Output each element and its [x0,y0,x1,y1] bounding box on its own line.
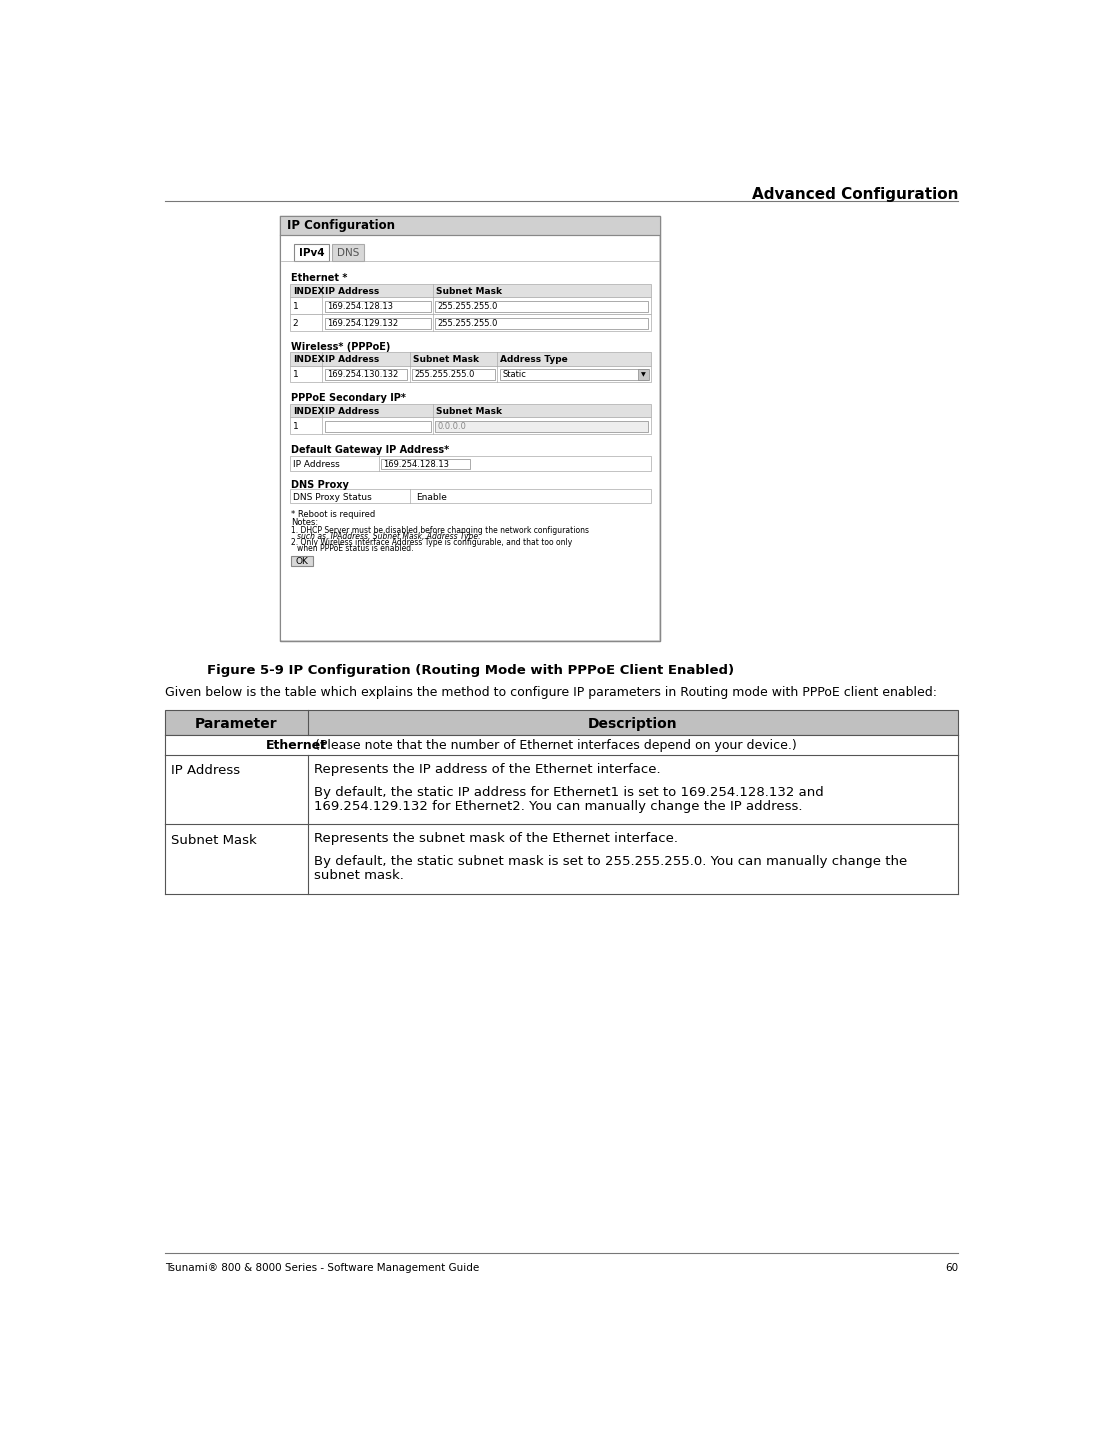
Text: INDEX: INDEX [293,407,324,416]
Bar [289,353,651,366]
Text: Ethernet *: Ethernet * [292,273,347,283]
Text: Represents the subnet mask of the Ethernet interface.: Represents the subnet mask of the Ethern… [313,832,677,845]
Text: Represents the IP address of the Ethernet interface.: Represents the IP address of the Etherne… [313,763,660,776]
Bar [281,216,660,642]
Bar [289,284,651,297]
Text: 1. DHCP Server must be disabled before changing the network configurations: 1. DHCP Server must be disabled before c… [292,526,590,534]
Text: Subnet Mask: Subnet Mask [436,407,502,416]
Text: 255.255.255.0: 255.255.255.0 [437,319,498,327]
Bar [289,490,651,503]
Bar [324,422,431,432]
Text: Subnet Mask: Subnet Mask [436,287,502,296]
Text: Notes:: Notes: [292,517,318,527]
Text: PPPoE Secondary IP*: PPPoE Secondary IP* [292,393,407,403]
Text: 169.254.129.132 for Ethernet2. You can manually change the IP address.: 169.254.129.132 for Ethernet2. You can m… [313,800,802,813]
Bar [435,302,649,312]
Text: Default Gateway IP Address*: Default Gateway IP Address* [292,444,449,454]
Text: 169.254.130.132: 169.254.130.132 [327,370,398,379]
Text: Figure 5-9 IP Configuration (Routing Mode with PPPoE Client Enabled): Figure 5-9 IP Configuration (Routing Mod… [207,664,734,677]
Bar [289,366,651,383]
Bar [292,556,313,566]
Text: 255.255.255.0: 255.255.255.0 [414,370,475,379]
Text: ▼: ▼ [641,373,647,377]
Text: Subnet Mask: Subnet Mask [413,356,479,364]
Bar [164,755,959,825]
Text: 169.254.128.13: 169.254.128.13 [327,302,392,310]
Text: * Reboot is required: * Reboot is required [292,510,376,519]
Text: IPv4: IPv4 [298,249,324,259]
Text: 2: 2 [293,319,298,327]
Bar [435,422,649,432]
Bar [282,234,660,640]
Text: DNS Proxy: DNS Proxy [292,480,350,490]
Text: Enable: Enable [416,493,447,502]
Bar [324,317,431,329]
Text: Ethernet (Please note that the number of Ethernet interfaces depend on your devi: Ethernet (Please note that the number of… [292,739,832,753]
Bar [289,297,651,314]
Bar [381,460,470,469]
Text: 0.0.0.0: 0.0.0.0 [437,422,467,432]
Text: IP Address: IP Address [171,765,240,777]
Bar [281,216,660,234]
Text: Subnet Mask: Subnet Mask [171,833,256,846]
Text: Static: Static [502,370,526,379]
Text: 1: 1 [293,302,298,310]
Text: Wireless* (PPPoE): Wireless* (PPPoE) [292,342,390,352]
Bar [324,369,408,380]
Text: 255.255.255.0: 255.255.255.0 [437,302,498,310]
Bar [289,314,651,332]
Text: IP Configuration: IP Configuration [286,219,395,231]
Text: such as   IPAddress, Subnet Mask, Address Type.: such as IPAddress, Subnet Mask, Address … [297,532,481,540]
Text: DNS Proxy Status: DNS Proxy Status [293,493,372,502]
Text: 169.254.129.132: 169.254.129.132 [327,319,398,327]
Text: 60: 60 [946,1263,959,1273]
Text: IP Address: IP Address [293,460,340,469]
Bar [295,244,329,262]
Text: (Please note that the number of Ethernet interfaces depend on your device.): (Please note that the number of Ethernet… [310,739,797,753]
Text: subnet mask.: subnet mask. [313,869,403,882]
Bar [639,369,649,380]
Text: Ethernet: Ethernet [265,739,327,753]
Text: By default, the static IP address for Ethernet1 is set to 169.254.128.132 and: By default, the static IP address for Et… [313,786,823,799]
Text: Tsunami® 800 & 8000 Series - Software Management Guide: Tsunami® 800 & 8000 Series - Software Ma… [164,1263,479,1273]
Bar [500,369,649,380]
Bar [289,417,651,434]
Bar [164,710,959,735]
Text: 2. Only Wireless interface Address Type is configurable, and that too only: 2. Only Wireless interface Address Type … [292,537,572,547]
Bar [289,404,651,417]
Text: 169.254.128.13: 169.254.128.13 [384,460,449,469]
Bar [412,369,495,380]
Text: Given below is the table which explains the method to configure IP parameters in: Given below is the table which explains … [164,686,937,699]
Bar [324,302,431,312]
Text: when PPPoE status is enabled.: when PPPoE status is enabled. [297,544,414,553]
Text: Parameter: Parameter [195,716,277,730]
Text: By default, the static subnet mask is set to 255.255.255.0. You can manually cha: By default, the static subnet mask is se… [313,855,907,869]
Text: DNS: DNS [336,249,359,259]
Bar [164,825,959,893]
Bar [289,456,651,472]
Text: IP Address: IP Address [326,287,379,296]
Text: INDEX: INDEX [293,287,324,296]
Text: 1: 1 [293,370,298,379]
Text: IP Address: IP Address [326,356,379,364]
Bar [331,244,364,262]
Bar [164,735,959,755]
Text: 1: 1 [293,422,298,432]
Text: OK: OK [296,557,308,566]
Text: Advanced Configuration: Advanced Configuration [752,187,959,201]
Text: INDEX: INDEX [293,356,324,364]
Text: Description: Description [589,716,677,730]
Text: Address Type: Address Type [501,356,568,364]
Bar [435,317,649,329]
Text: IP Address: IP Address [326,407,379,416]
